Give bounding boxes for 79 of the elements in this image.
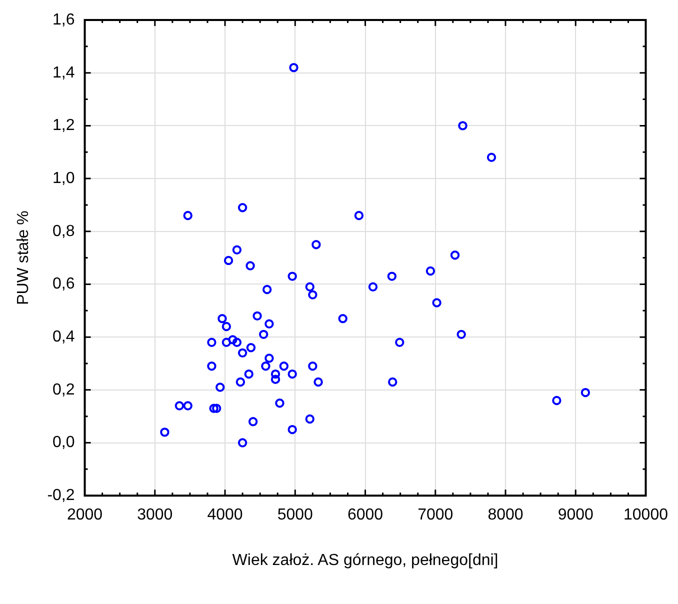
point <box>308 362 318 371</box>
point <box>552 396 562 406</box>
point <box>236 377 246 387</box>
x-tick-label: 8000 <box>488 506 524 524</box>
point <box>279 362 289 371</box>
point <box>288 369 297 379</box>
point <box>312 240 321 250</box>
point <box>432 298 442 308</box>
point <box>288 424 297 434</box>
point <box>174 401 184 410</box>
point <box>426 266 436 276</box>
point <box>222 322 232 332</box>
point <box>246 261 255 270</box>
x-tick-label: 7000 <box>418 506 454 524</box>
point <box>314 377 323 387</box>
point <box>218 314 227 324</box>
point <box>209 404 218 414</box>
point <box>308 290 318 300</box>
x-tick-label: 2000 <box>66 506 103 524</box>
x-tick-label: 5000 <box>277 506 314 524</box>
y-tick-label: 1,4 <box>52 64 75 82</box>
point <box>244 369 254 379</box>
point <box>270 374 280 384</box>
point <box>458 121 468 130</box>
point <box>368 282 378 292</box>
point <box>456 330 466 340</box>
x-tick-label: 9000 <box>558 506 594 524</box>
x-tick-label: 10000 <box>624 506 668 524</box>
point <box>216 382 225 392</box>
point <box>305 282 314 292</box>
y-tick-label: 1,6 <box>52 11 75 28</box>
y-tick-label: 1,0 <box>52 170 75 187</box>
x-tick-label: 4000 <box>207 506 243 524</box>
y-tick-label: 0,4 <box>52 328 75 346</box>
point <box>289 62 298 72</box>
point <box>305 414 314 424</box>
point <box>238 203 248 212</box>
point <box>183 210 192 220</box>
point <box>248 417 258 426</box>
point <box>224 256 234 266</box>
point <box>262 284 272 294</box>
point <box>232 245 242 254</box>
point <box>258 330 268 340</box>
x-tick-label: 6000 <box>347 506 384 524</box>
y-axis-title: PUW stałe % <box>15 210 32 305</box>
x-axis-title: Wiek założ. AS górnego, pełnego[dni] <box>232 552 498 569</box>
point <box>264 354 274 363</box>
point <box>395 338 404 347</box>
y-tick-label: 0,0 <box>52 434 75 452</box>
point <box>222 338 232 347</box>
point <box>238 348 248 358</box>
point <box>207 362 216 371</box>
point <box>387 272 397 281</box>
y-tick-label: 0,2 <box>52 381 75 398</box>
point <box>354 210 364 220</box>
point <box>450 250 460 260</box>
point <box>212 404 222 414</box>
point <box>238 438 248 448</box>
point <box>160 428 170 437</box>
point <box>261 362 270 371</box>
point <box>275 398 284 408</box>
y-tick-label: 0,6 <box>52 276 75 293</box>
y-tick-label: -0,2 <box>47 487 75 504</box>
y-tick-label: 1,2 <box>52 117 75 134</box>
y-tick-label: 0,8 <box>52 222 75 240</box>
point <box>252 311 262 321</box>
point <box>288 272 297 281</box>
point <box>388 377 398 387</box>
point <box>246 343 256 352</box>
point <box>264 319 274 328</box>
point <box>270 369 280 379</box>
x-tick-label: 3000 <box>137 506 173 524</box>
point <box>338 314 348 324</box>
point <box>232 338 242 347</box>
point <box>207 338 216 347</box>
point <box>228 335 238 344</box>
point <box>486 152 496 162</box>
point <box>183 401 192 410</box>
point <box>580 388 590 398</box>
